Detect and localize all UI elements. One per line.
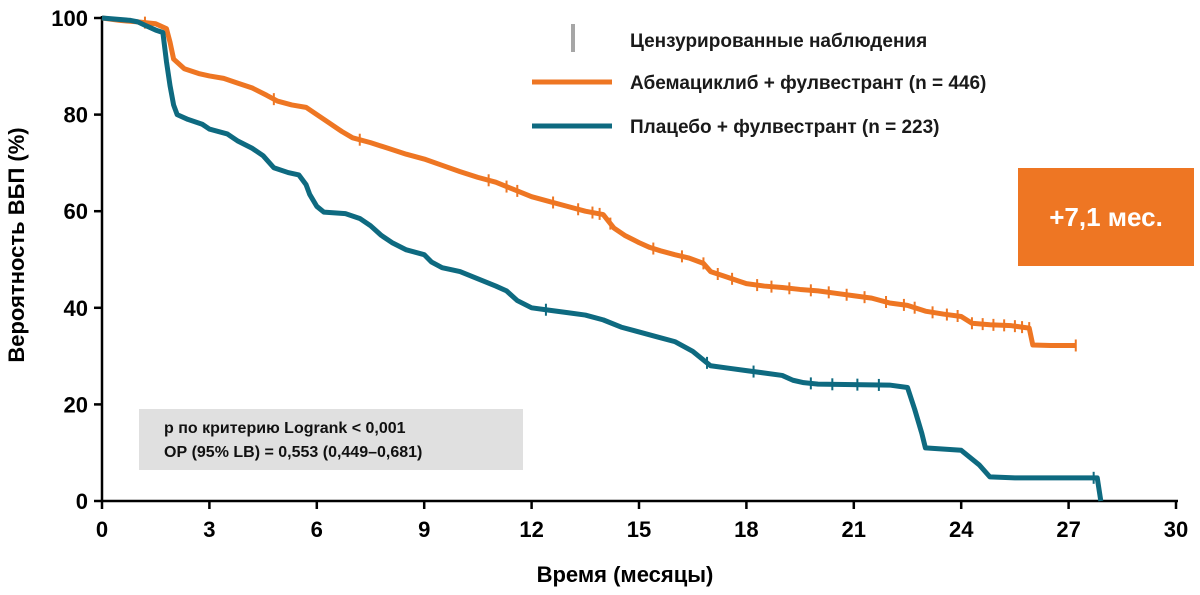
y-tick-label: 100: [51, 6, 88, 31]
x-axis-ticks: 0 3 6 9 12 15 18 21 24 27 30: [96, 501, 1188, 542]
y-tick-label: 60: [64, 199, 88, 224]
x-tick-label: 18: [734, 517, 758, 542]
stats-box-background: [139, 409, 523, 470]
badge-background: [1018, 168, 1194, 266]
y-tick-label: 0: [76, 489, 88, 514]
stats-box: p по критерию Logrank < 0,001 ОР (95% LB…: [139, 409, 523, 470]
x-tick-label: 27: [1056, 517, 1080, 542]
x-tick-label: 15: [627, 517, 651, 542]
x-tick-label: 9: [418, 517, 430, 542]
x-axis-title: Время (месяцы): [537, 562, 714, 587]
stats-logrank: p по критерию Logrank < 0,001: [164, 420, 406, 437]
y-tick-label: 40: [64, 296, 88, 321]
y-axis-title: Вероятность ВБП (%): [4, 127, 29, 362]
legend-label-placebo: Плацебо + фулвестрант (n = 223): [630, 117, 940, 138]
survival-curves: [101, 15, 1104, 502]
series-line-abemaciclib: [101, 15, 1076, 348]
x-tick-label: 6: [311, 517, 323, 542]
y-axis-ticks: 0 20 40 60 80 100: [51, 6, 102, 514]
legend-label-abemaciclib: Абемациклиб + фулвестрант (n = 446): [630, 73, 986, 94]
x-tick-label: 30: [1164, 517, 1188, 542]
x-tick-label: 0: [96, 517, 108, 542]
legend: Цензурированные наблюдения Абемациклиб +…: [532, 24, 986, 138]
x-tick-label: 3: [203, 517, 215, 542]
x-tick-label: 12: [519, 517, 543, 542]
y-tick-label: 20: [64, 392, 88, 417]
x-tick-label: 24: [949, 517, 974, 542]
median-difference-badge: +7,1 мес.: [1018, 168, 1194, 266]
series-line-placebo: [101, 15, 1104, 502]
badge-text: +7,1 мес.: [1049, 202, 1163, 232]
stats-hazard-ratio: ОР (95% LB) = 0,553 (0,449–0,681): [164, 444, 422, 461]
legend-censor-label: Цензурированные наблюдения: [630, 31, 927, 52]
y-tick-label: 80: [64, 103, 88, 128]
x-tick-label: 21: [842, 517, 866, 542]
